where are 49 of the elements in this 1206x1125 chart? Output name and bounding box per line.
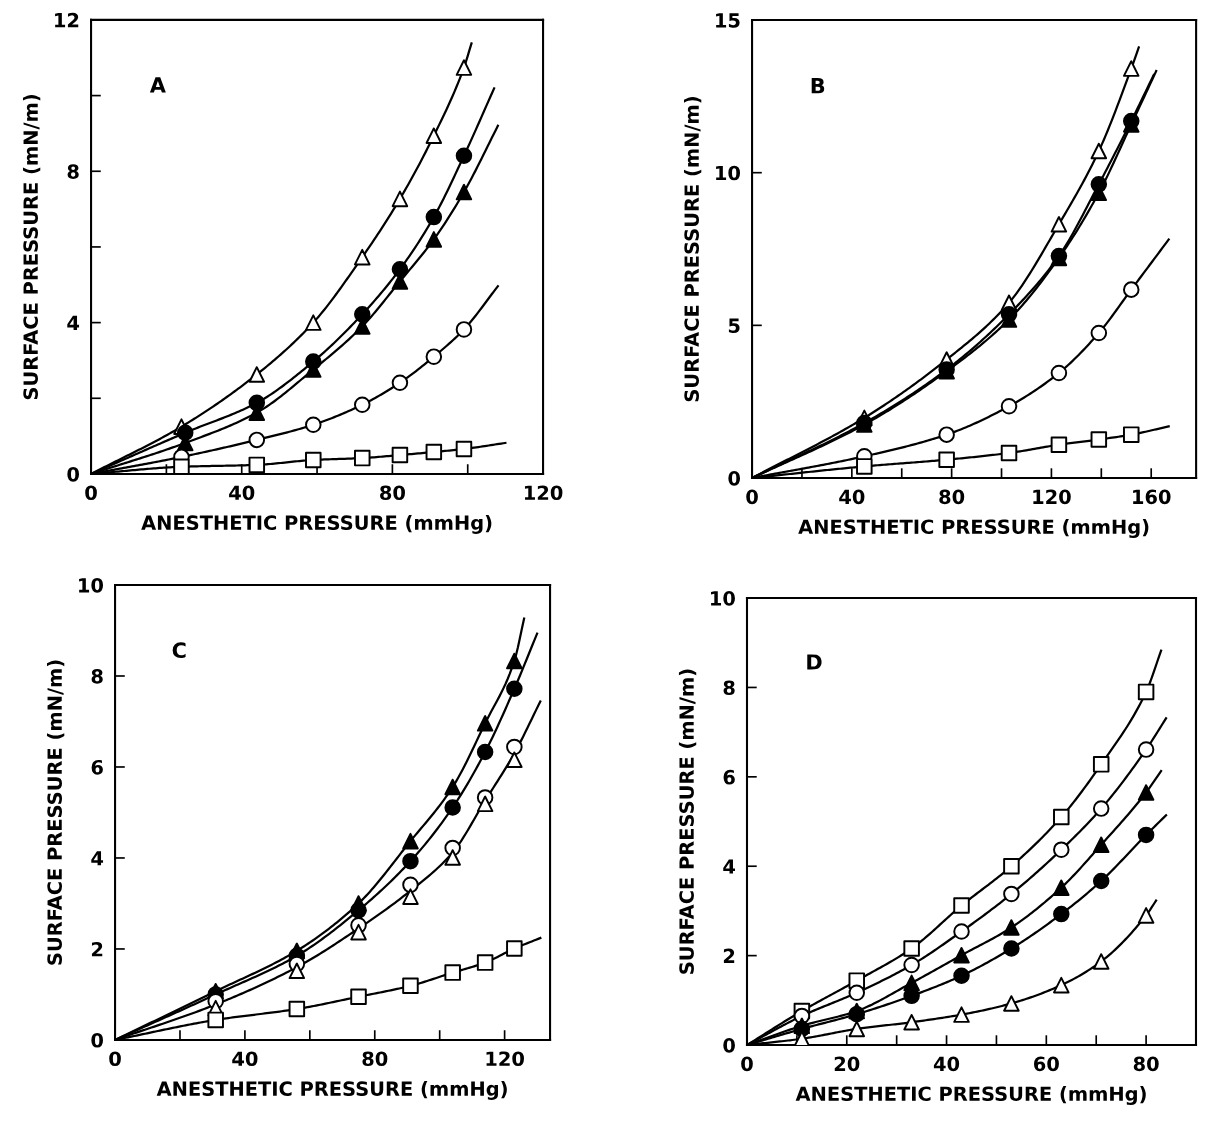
- y-tick-label: 4: [91, 851, 104, 866]
- x-tick-label: 80: [362, 1051, 388, 1067]
- y-tick-label: 2: [91, 941, 103, 957]
- y-axis-title: SURFACE PRESSURE (mN/m): [678, 669, 697, 974]
- annotation: A: [149, 77, 166, 93]
- y-tick-label: 8: [91, 668, 103, 684]
- x-tick-label: 0: [746, 489, 758, 505]
- x-tick-label: 120: [486, 1051, 524, 1067]
- x-axis-title: ANESTHETIC PRESSURE (mmHg): [798, 519, 1149, 538]
- y-tick-label: 6: [91, 759, 103, 775]
- y-tick-label: 12: [55, 12, 79, 28]
- y-tick-label: 8: [723, 680, 735, 696]
- y-tick-label: 10: [711, 591, 735, 606]
- x-tick-label: 80: [380, 485, 405, 501]
- x-axis-title: ANESTHETIC PRESSURE (mmHg): [795, 1086, 1146, 1105]
- y-tick-label: 10: [79, 577, 104, 593]
- x-tick-label: 120: [524, 485, 563, 501]
- y-tick-label: 0: [91, 1032, 104, 1048]
- y-tick-label: 5: [728, 318, 740, 334]
- y-axis-title: SURFACE PRESSURE (mN/m): [22, 94, 41, 400]
- y-axis-title: SURFACE PRESSURE (mN/m): [46, 660, 65, 965]
- x-tick-label: 80: [939, 489, 965, 505]
- y-axis-title: SURFACE PRESSURE (mN/m): [683, 97, 702, 402]
- x-tick-label: 40: [229, 485, 255, 501]
- annotation: C: [172, 642, 186, 659]
- x-axis-title: ANESTHETIC PRESSURE (mmHg): [141, 515, 492, 534]
- y-tick-label: 0: [728, 470, 741, 486]
- x-tick-label: 20: [834, 1056, 860, 1072]
- x-tick-label: 160: [1133, 489, 1171, 505]
- y-tick-label: 8: [67, 164, 79, 179]
- y-tick-label: 4: [723, 859, 735, 874]
- y-tick-label: 0: [723, 1037, 735, 1053]
- y-tick-label: 6: [723, 769, 735, 785]
- x-tick-label: 80: [1133, 1056, 1159, 1072]
- x-tick-label: 60: [1034, 1056, 1059, 1072]
- y-tick-label: 15: [716, 13, 740, 28]
- x-axis-title: ANESTHETIC PRESSURE (mmHg): [156, 1080, 507, 1100]
- x-tick-label: 0: [109, 1051, 121, 1067]
- annotation: B: [811, 78, 825, 94]
- annotation: D: [807, 654, 822, 670]
- y-tick-label: 0: [67, 466, 80, 482]
- y-tick-label: 4: [67, 315, 80, 330]
- x-tick-label: 120: [1033, 489, 1071, 505]
- y-tick-label: 2: [723, 948, 735, 964]
- y-tick-label: 10: [716, 165, 741, 181]
- x-tick-label: 40: [933, 1056, 960, 1072]
- x-tick-label: 0: [741, 1056, 753, 1072]
- x-tick-label: 40: [839, 489, 865, 505]
- x-tick-label: 40: [232, 1051, 258, 1067]
